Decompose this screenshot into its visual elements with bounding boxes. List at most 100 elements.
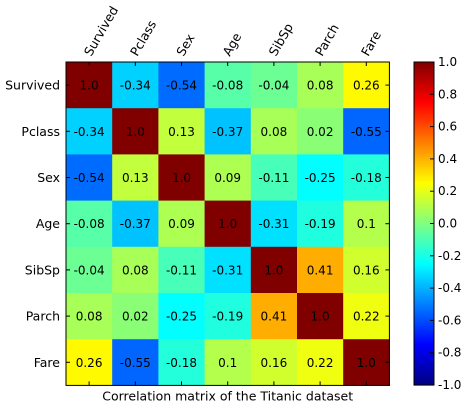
cell-value-label: -0.08 bbox=[212, 79, 243, 93]
heatmap-cell-5-1 bbox=[112, 293, 159, 340]
heatmap-cell-1-2 bbox=[158, 108, 206, 155]
cell-value-label: 0.08 bbox=[76, 310, 103, 324]
colorbar-segment bbox=[414, 282, 434, 285]
cell-value-label: -0.37 bbox=[120, 217, 151, 231]
colorbar-segment bbox=[414, 116, 434, 120]
colorbar-segment bbox=[414, 255, 434, 259]
colorbar-tick-label: -1.0 bbox=[438, 378, 461, 392]
colorbar-segment bbox=[414, 177, 434, 180]
colorbar-segment bbox=[414, 330, 434, 334]
heatmap-cell-4-4 bbox=[250, 246, 298, 294]
colorbar-segment bbox=[414, 62, 434, 65]
heatmap-cell-3-3 bbox=[204, 200, 252, 248]
colorbar-segment bbox=[414, 183, 434, 186]
colorbar-tick-label: -0.6 bbox=[438, 313, 461, 327]
cell-value-label: 0.02 bbox=[307, 125, 334, 139]
cell-value-label: 1.0 bbox=[172, 171, 191, 185]
heatmap-cell-3-0 bbox=[66, 200, 113, 248]
heatmap-cell-0-2 bbox=[158, 62, 206, 109]
colorbar-segment bbox=[414, 128, 434, 132]
colorbar-segment bbox=[414, 92, 434, 95]
colorbar-segment bbox=[414, 201, 434, 204]
cell-value-label: -0.18 bbox=[351, 171, 382, 185]
colorbar-segment bbox=[414, 221, 434, 225]
heatmap-cell-3-6 bbox=[343, 200, 390, 248]
colorbar-segment bbox=[414, 322, 434, 326]
colorbar-segment bbox=[414, 344, 434, 348]
cell-value-label: 0.1 bbox=[357, 217, 376, 231]
colorbar-segment bbox=[414, 257, 434, 261]
cell-value-label: 0.16 bbox=[261, 356, 288, 370]
cell-value-label: -0.55 bbox=[351, 125, 382, 139]
cell-value-label: 0.22 bbox=[353, 310, 380, 324]
colorbar-segment bbox=[414, 320, 434, 324]
heatmap-cell-3-5 bbox=[297, 200, 344, 248]
row-label: Pclass bbox=[21, 124, 60, 139]
colorbar-segment bbox=[414, 152, 434, 156]
cell-value-label: -0.04 bbox=[258, 79, 289, 93]
colorbar-segment bbox=[414, 342, 434, 346]
colorbar-segment bbox=[414, 261, 434, 265]
heatmap-cell-5-5 bbox=[297, 293, 344, 340]
colorbar-segment bbox=[414, 235, 434, 239]
colorbar-segment bbox=[414, 66, 434, 69]
heatmap-cell-5-6 bbox=[343, 293, 390, 340]
colorbar-segment bbox=[414, 245, 434, 249]
colorbar-segment bbox=[414, 134, 434, 138]
colorbar-segment bbox=[414, 269, 434, 273]
colorbar-segment bbox=[414, 275, 434, 279]
heatmap-cell-0-6 bbox=[343, 62, 390, 109]
colorbar-segment bbox=[414, 273, 434, 277]
colorbar-segment bbox=[414, 122, 434, 126]
cell-value-label: 1.0 bbox=[126, 125, 145, 139]
colorbar-segment bbox=[414, 168, 434, 172]
heatmap-cell-5-3 bbox=[204, 293, 252, 340]
colorbar-segment bbox=[414, 88, 434, 91]
colorbar-segment bbox=[414, 284, 434, 287]
row-label: Survived bbox=[5, 78, 60, 93]
colorbar-segment bbox=[414, 360, 434, 364]
cell-value-label: 0.13 bbox=[122, 171, 149, 185]
colorbar-segment bbox=[414, 102, 434, 105]
colorbar-segment bbox=[414, 150, 434, 154]
colorbar-tick-label: -0.8 bbox=[438, 346, 461, 360]
colorbar-segment bbox=[414, 243, 434, 247]
colorbar-segment bbox=[414, 332, 434, 336]
colorbar-segment bbox=[414, 364, 434, 368]
heatmap-cell-6-3 bbox=[204, 339, 252, 386]
heatmap-cell-6-4 bbox=[250, 339, 298, 386]
colorbar-segment bbox=[414, 175, 434, 178]
colorbar-segment bbox=[414, 294, 434, 297]
heatmap-cell-6-0 bbox=[66, 339, 113, 386]
colorbar-segment bbox=[414, 197, 434, 200]
heatmap-cell-6-1 bbox=[112, 339, 159, 386]
colorbar-segment bbox=[414, 203, 434, 206]
cell-value-label: -0.37 bbox=[212, 125, 243, 139]
colorbar-segment bbox=[414, 288, 434, 291]
row-label: Sex bbox=[37, 170, 60, 185]
colorbar-segment bbox=[414, 374, 434, 378]
colorbar-segment bbox=[414, 193, 434, 196]
colorbar-segment bbox=[414, 259, 434, 263]
column-label: Parch bbox=[312, 21, 342, 58]
colorbar-segment bbox=[414, 290, 434, 293]
colorbar-tick-label: 1.0 bbox=[438, 55, 457, 69]
colorbar-segment bbox=[414, 286, 434, 289]
colorbar: -1.0 -0.8 -0.6 -0.4 -0.2 0.0 0.2 0.4 0.6 0.8 1.0 bbox=[413, 55, 461, 392]
colorbar-tick-label: 0.0 bbox=[438, 217, 457, 231]
cell-value-label: -0.04 bbox=[74, 263, 105, 277]
cell-value-label: -0.34 bbox=[74, 125, 105, 139]
heatmap-cell-0-4 bbox=[250, 62, 298, 109]
colorbar-segment bbox=[414, 132, 434, 136]
cell-value-label: 0.41 bbox=[307, 263, 334, 277]
colorbar-gradient bbox=[414, 62, 434, 386]
colorbar-segment bbox=[414, 142, 434, 146]
colorbar-segment bbox=[414, 223, 434, 227]
heatmap-cell-4-1 bbox=[112, 246, 159, 294]
colorbar-segment bbox=[414, 338, 434, 342]
cell-value-label: 1.0 bbox=[218, 217, 237, 231]
row-label: Fare bbox=[34, 355, 61, 370]
colorbar-segment bbox=[414, 80, 434, 83]
colorbar-segment bbox=[414, 356, 434, 360]
cell-value-label: -0.55 bbox=[120, 356, 151, 370]
